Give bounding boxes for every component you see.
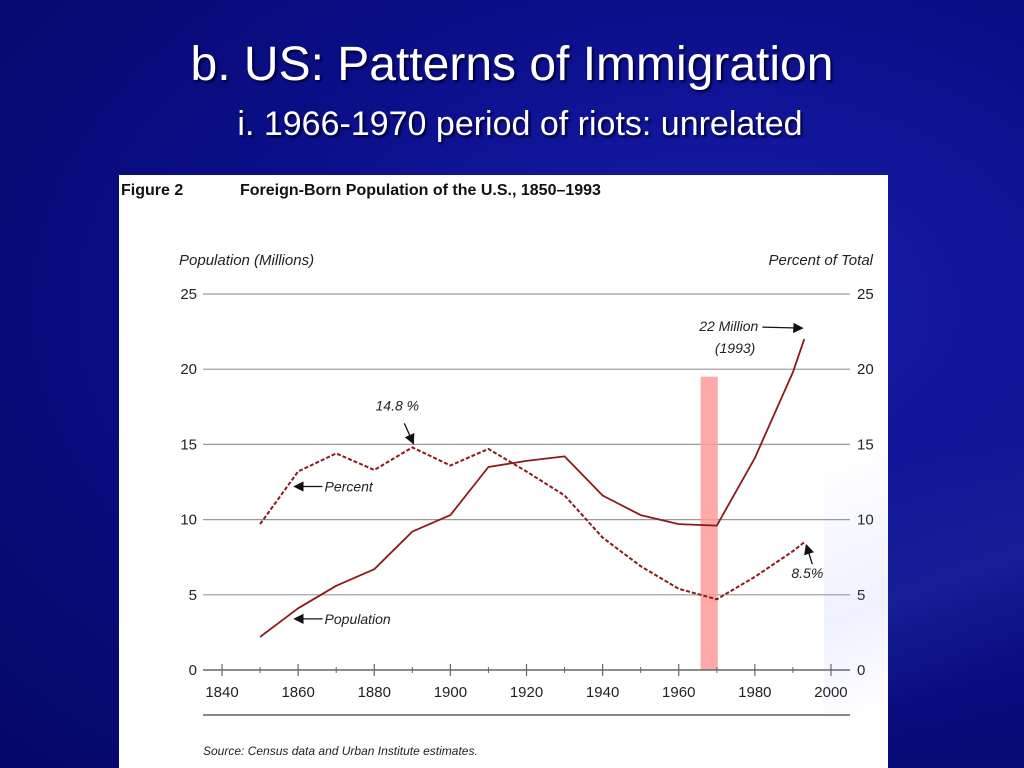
x-tick-label-1860: 1860 <box>281 684 314 701</box>
y-tick-label-right-10: 10 <box>857 512 874 529</box>
x-tick-label-1920: 1920 <box>510 684 543 701</box>
x-tick-label-1900: 1900 <box>434 684 467 701</box>
x-tick-label-2000: 2000 <box>814 684 847 701</box>
y-axis-left-label: Population (Millions) <box>179 252 314 269</box>
y-tick-label-right-5: 5 <box>857 587 865 604</box>
highlight-band-1966-1970 <box>700 376 718 670</box>
highlight-layer <box>700 376 718 670</box>
x-tick-label-1840: 1840 <box>205 684 238 701</box>
y-tick-label-left-10: 10 <box>180 512 197 529</box>
figure-label: Figure 2 <box>121 182 183 199</box>
y-tick-label-left-25: 25 <box>180 286 197 303</box>
figure-title: Foreign-Born Population of the U.S., 185… <box>240 182 601 199</box>
y-tick-label-right-20: 20 <box>857 361 874 378</box>
slide-title: b. US: Patterns of Immigration <box>190 38 834 91</box>
series-line-percent <box>259 446 805 601</box>
annotation-population: Population <box>325 611 391 627</box>
grid-layer: 0 0 5 5 10 10 15 15 20 20 25 25 <box>180 286 873 679</box>
y-tick-label-right-15: 15 <box>857 436 874 453</box>
chart-svg: Figure 2 Foreign-Born Population of the … <box>121 182 874 758</box>
series-line-population <box>259 338 806 638</box>
y-tick-label-right-0: 0 <box>857 662 865 679</box>
arrow-end-percent <box>804 543 815 565</box>
y-axis-right-label: Percent of Total <box>768 252 873 269</box>
x-tick-label-1880: 1880 <box>358 684 391 701</box>
y-tick-label-left-20: 20 <box>180 361 197 378</box>
slide-subtitle: i. 1966-1970 period of riots: unrelated <box>237 105 803 143</box>
arrow-22-million <box>762 322 804 334</box>
figure-panel: Figure 2 Foreign-Born Population of the … <box>119 175 888 768</box>
x-tick-label-1940: 1940 <box>586 684 619 701</box>
y-tick-label-right-25: 25 <box>857 286 874 303</box>
arrow-max-percent <box>403 423 415 445</box>
tick-layer: 1840 1860 1880 1900 1920 1940 1960 1980 2000 <box>203 664 850 701</box>
annotation-percent: Percent <box>325 479 374 495</box>
annotation-22-million: 22 Million <box>698 318 758 334</box>
y-tick-label-left-15: 15 <box>180 436 197 453</box>
y-tick-label-left-5: 5 <box>189 587 197 604</box>
x-tick-label-1960: 1960 <box>662 684 695 701</box>
x-tick-label-1980: 1980 <box>738 684 771 701</box>
series-layer <box>259 338 806 638</box>
annotation-layer: Percent Population 14.8 % 8.5% 22 Million (19… <box>293 318 823 627</box>
y-tick-label-left-0: 0 <box>189 662 197 679</box>
figure-source: Source: Census data and Urban Institute … <box>203 744 478 758</box>
annotation-max-percent: 14.8 % <box>376 397 420 413</box>
annotation-22-million-year: (1993) <box>715 340 755 356</box>
annotation-end-percent: 8.5% <box>791 565 823 581</box>
